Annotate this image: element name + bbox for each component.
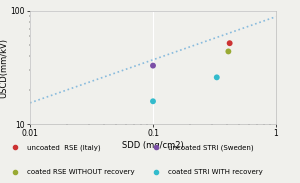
X-axis label: SDD (mg/cm2): SDD (mg/cm2) xyxy=(122,141,184,150)
Text: coated STRI WITH recovery: coated STRI WITH recovery xyxy=(168,169,263,175)
Point xyxy=(214,76,219,79)
coated RSE WITHOUT recovery xyxy=(226,50,231,53)
uncoated  RSE (Italy) xyxy=(227,42,232,45)
Text: coated RSE WITHOUT recovery: coated RSE WITHOUT recovery xyxy=(27,169,135,175)
Text: uncoated STRI (Sweden): uncoated STRI (Sweden) xyxy=(168,144,254,151)
Y-axis label: USCD(mm/kV): USCD(mm/kV) xyxy=(0,38,8,98)
uncoated STRI (Sweden) xyxy=(151,64,155,67)
coated STRI WITH recovery xyxy=(151,100,155,103)
Text: uncoated  RSE (Italy): uncoated RSE (Italy) xyxy=(27,144,100,151)
